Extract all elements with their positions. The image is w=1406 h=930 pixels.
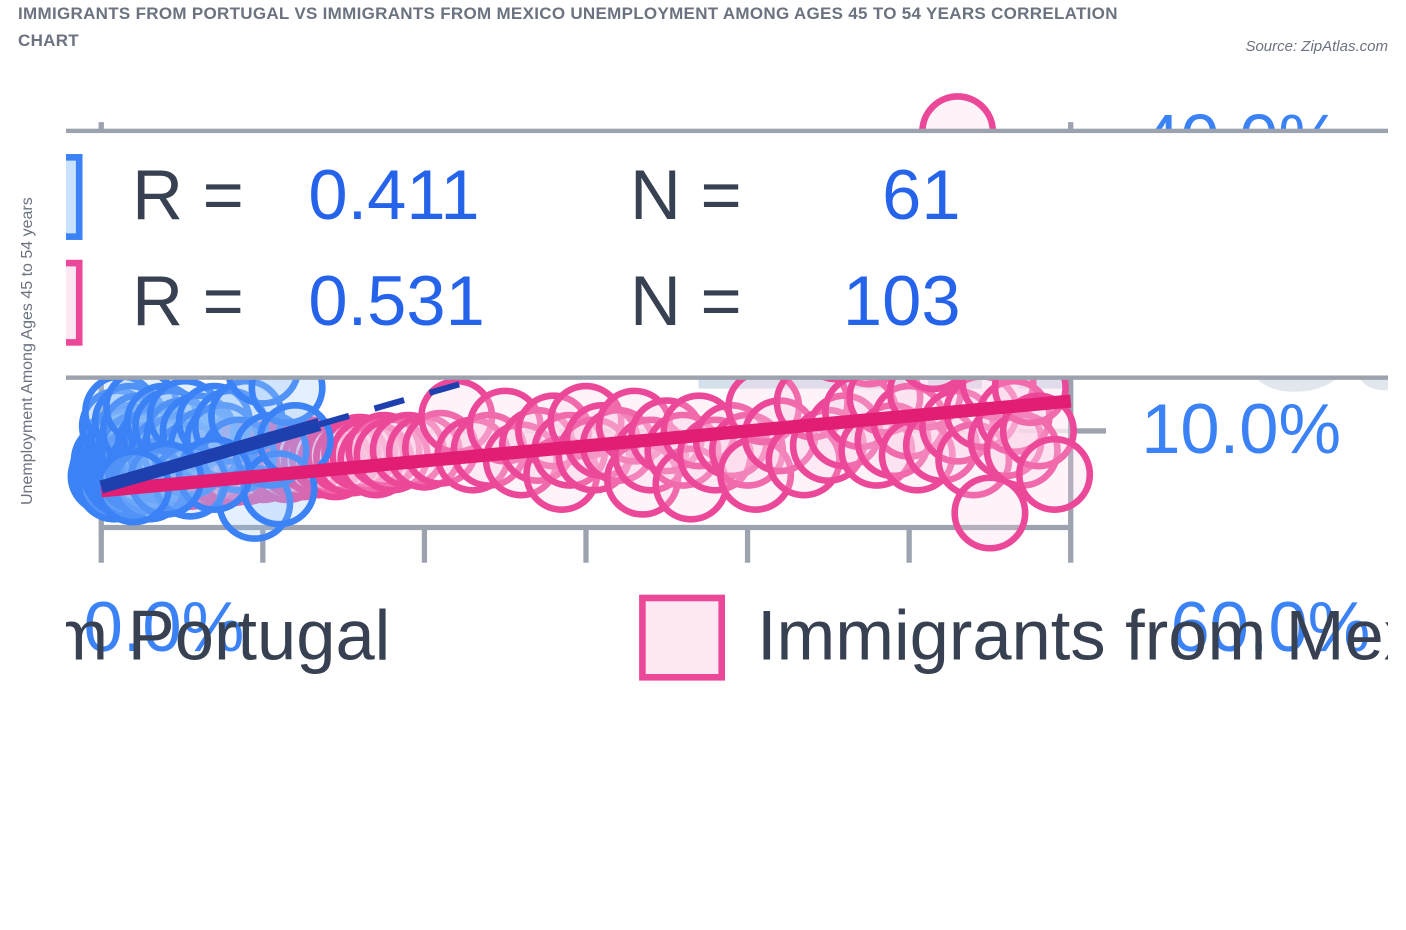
stats-R-label: R = [132, 261, 244, 340]
stats-N-label: N = [630, 261, 742, 340]
stats-swatch-mexico [66, 263, 79, 342]
legend-label-portugal: Immigrants from Portugal [66, 596, 390, 675]
stats-N-label: N = [630, 155, 742, 234]
y-tick-label: 10.0% [1141, 389, 1341, 468]
point-mexico [955, 478, 1026, 549]
stats-R-label: R = [132, 155, 244, 234]
stats-N-val-portugal: 61 [882, 155, 960, 234]
legend-swatch-mexico [642, 598, 721, 677]
source-label: Source: ZipAtlas.com [1245, 38, 1388, 55]
point-mexico [1019, 439, 1090, 510]
y-axis-label: Unemployment Among Ages 45 to 54 years [19, 485, 37, 505]
stats-N-val-mexico: 103 [843, 261, 961, 340]
stats-swatch-portugal [66, 157, 79, 236]
scatter-plot: ZIPatlas0.0%60.0%10.0%20.0%30.0%40.0%R =… [66, 78, 1388, 739]
stats-R-val-portugal: 0.411 [308, 155, 479, 234]
legend-label-mexico: Immigrants from Mexico [757, 596, 1388, 675]
chart-area: Unemployment Among Ages 45 to 54 years Z… [18, 78, 1388, 912]
chart-header: IMMIGRANTS FROM PORTUGAL VS IMMIGRANTS F… [18, 0, 1388, 70]
chart-title: IMMIGRANTS FROM PORTUGAL VS IMMIGRANTS F… [18, 0, 1148, 54]
stats-R-val-mexico: 0.531 [308, 261, 484, 340]
